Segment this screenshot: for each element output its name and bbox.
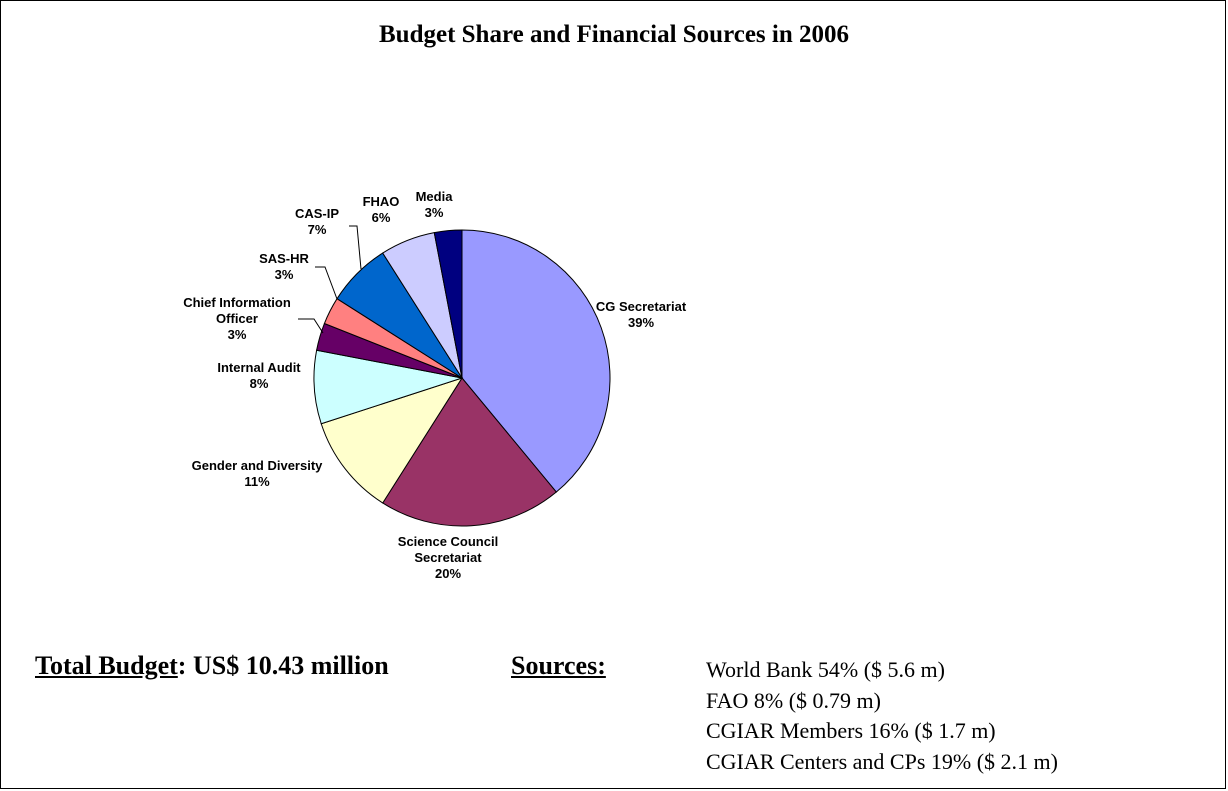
- slice-percent: 7%: [308, 222, 327, 237]
- leader-line: [298, 318, 324, 334]
- slice-percent: 39%: [628, 315, 654, 330]
- slice-percent: 20%: [435, 566, 461, 581]
- slice-percent: 11%: [244, 474, 270, 489]
- slice-label: Chief Information Officer 3%: [183, 295, 291, 342]
- slice-label: Gender and Diversity 11%: [192, 458, 324, 489]
- slice-name: Secretariat: [414, 550, 482, 565]
- slice-label: SAS-HR 3%: [259, 251, 309, 282]
- slice-percent: 3%: [425, 205, 444, 220]
- source-item: CGIAR Centers and CPs 19% ($ 2.1 m): [706, 748, 1058, 774]
- slice-percent: 6%: [372, 210, 391, 225]
- slice-name: FHAO: [363, 194, 400, 209]
- slice-name: CG Secretariat: [596, 299, 687, 314]
- slice-label: Media 3%: [416, 189, 454, 220]
- pie-slice-media: [433, 229, 463, 379]
- slice-label: CAS-IP 7%: [295, 206, 339, 237]
- total-budget-value: : US$ 10.43 million: [177, 651, 389, 680]
- leader-line: [315, 266, 338, 300]
- sources-list: World Bank 54% ($ 5.6 m) FAO 8% ($ 0.79 …: [706, 655, 1058, 777]
- pie-slices: [313, 229, 611, 527]
- slice-label: FHAO 6%: [363, 194, 400, 225]
- slice-name: SAS-HR: [259, 251, 309, 266]
- slice-name: Internal Audit: [217, 360, 301, 375]
- slice-name: Media: [416, 189, 454, 204]
- pie-slice-cg-secretariat: [461, 229, 611, 493]
- slice-percent: 3%: [275, 267, 294, 282]
- sources-heading: Sources:: [511, 651, 606, 680]
- source-item: CGIAR Members 16% ($ 1.7 m): [706, 718, 996, 743]
- pie-slice-science-council-secretariat: [382, 377, 558, 527]
- chart-title: Budget Share and Financial Sources in 20…: [379, 21, 849, 48]
- total-budget: Total Budget: US$ 10.43 million: [35, 651, 389, 681]
- slice-name: Chief Information: [183, 295, 291, 310]
- slice-percent: 3%: [228, 327, 247, 342]
- slice-label: Science Council Secretariat 20%: [398, 534, 498, 581]
- slice-label: Internal Audit 8%: [217, 360, 301, 391]
- slice-name: Science Council: [398, 534, 498, 549]
- slice-name: CAS-IP: [295, 206, 339, 221]
- slice-name: Officer: [216, 311, 258, 326]
- source-item: World Bank 54% ($ 5.6 m): [706, 657, 945, 682]
- slice-name: Gender and Diversity: [192, 458, 324, 473]
- slice-labels: CG Secretariat 39% Science Council Secretar…: [183, 189, 687, 581]
- pie-slice-gender-and-diversity: [320, 377, 464, 504]
- slice-label: CG Secretariat 39%: [596, 299, 687, 330]
- slice-percent: 8%: [250, 376, 269, 391]
- leader-lines: [298, 225, 362, 334]
- source-item: FAO 8% ($ 0.79 m): [706, 687, 881, 713]
- leader-line: [349, 225, 362, 270]
- total-budget-label: Total Budget: [35, 651, 178, 680]
